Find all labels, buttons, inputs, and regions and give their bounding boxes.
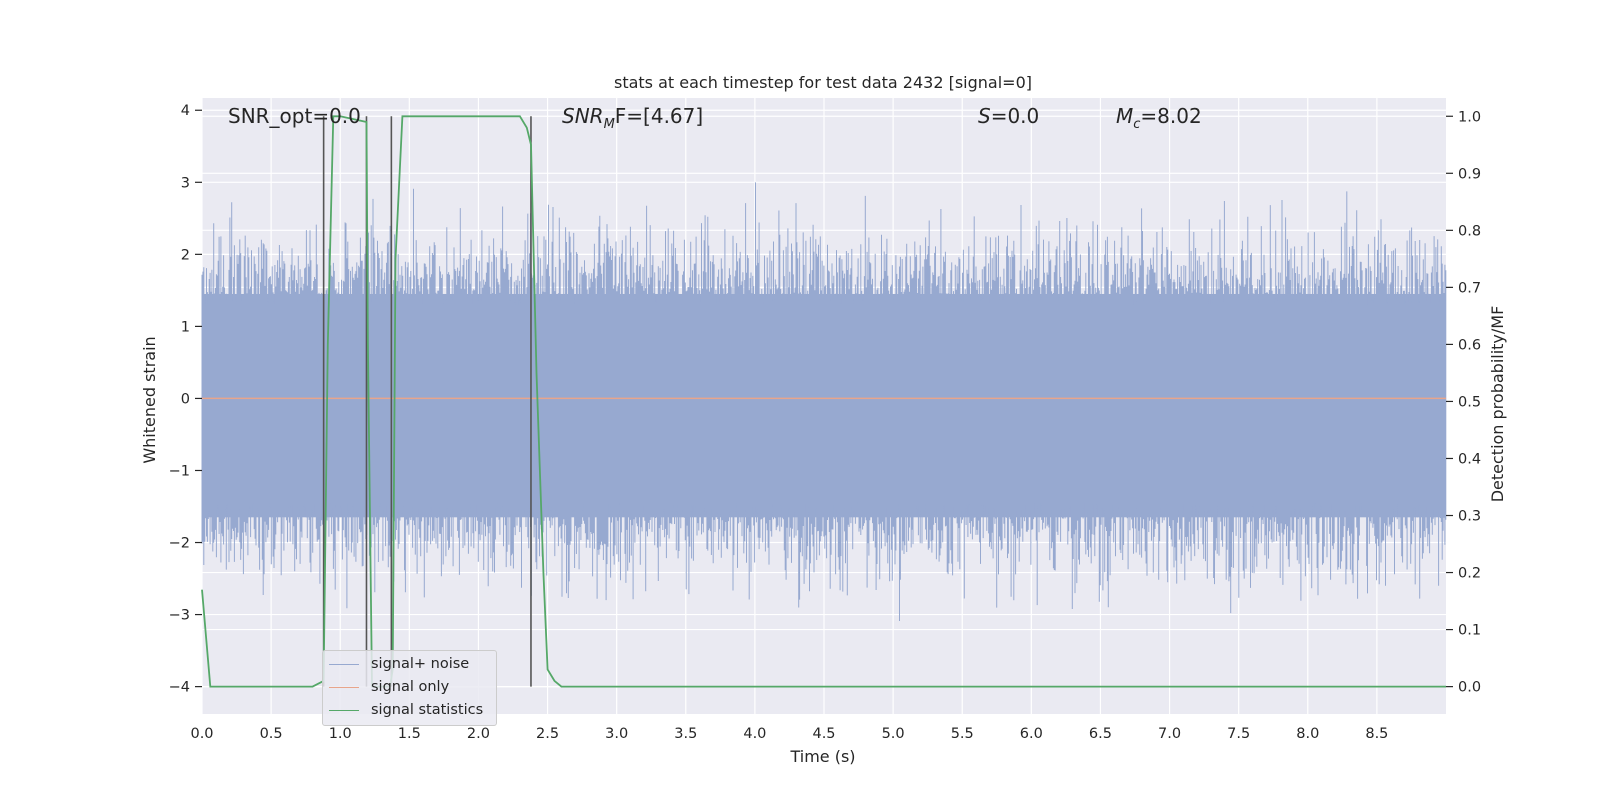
chart-legend: signal+ noise signal only signal statist… (322, 650, 497, 726)
y-left-tick-label: −1 (169, 463, 190, 479)
y-left-tick-label: 2 (181, 247, 190, 263)
x-tick-label: 2.5 (536, 726, 559, 742)
x-tick-label: 5.0 (882, 726, 905, 742)
x-tick-label: 0.5 (260, 726, 283, 742)
y-left-tick-label: −4 (169, 680, 190, 696)
y-right-tick-label: 0.7 (1458, 280, 1481, 296)
y-right-tick-label: 0.9 (1458, 166, 1481, 182)
x-tick-label: 3.0 (605, 726, 628, 742)
y-left-axis-label: Whitened strain (140, 336, 159, 463)
x-axis-label: Time (s) (789, 747, 855, 766)
x-tick-label: 6.5 (1089, 726, 1112, 742)
annotation-snr-opt: SNR_opt=0.0 (228, 104, 361, 128)
legend-swatch (329, 686, 359, 688)
y-right-tick-label: 0.1 (1458, 623, 1481, 639)
x-tick-label: 8.0 (1296, 726, 1319, 742)
y-right-tick-label: 0.2 (1458, 566, 1481, 582)
legend-swatch (329, 663, 359, 665)
x-tick-label: 0.0 (190, 726, 213, 742)
y-right-tick-label: 0.6 (1458, 337, 1481, 353)
y-left-tick-label: −3 (169, 608, 190, 624)
legend-label: signal only (371, 679, 450, 695)
y-right-axis-ticks: 1.0 0.9 0.8 0.7 0.6 0.5 0.4 0.3 0.2 0.1 0.0 (1446, 109, 1481, 696)
y-left-tick-label: 4 (181, 103, 190, 119)
annotation-mc: Mc=8.02 (1116, 104, 1202, 132)
y-left-tick-label: 1 (181, 319, 190, 335)
y-right-tick-label: 0.5 (1458, 394, 1481, 410)
x-axis-ticks: 0.0 0.5 1.0 1.5 2.0 2.5 3.0 3.5 4.0 4.5 5.0 5.5 6.0 6… (190, 726, 1388, 742)
legend-item-signal-noise: signal+ noise (329, 654, 469, 674)
y-right-tick-label: 1.0 (1458, 109, 1481, 125)
y-right-tick-label: 0.0 (1458, 680, 1481, 696)
y-left-axis-ticks: 4 3 2 1 0 −1 −2 −3 −4 (169, 103, 202, 696)
y-right-tick-label: 0.8 (1458, 223, 1481, 239)
annotation-snr-mf: SNRMF=[4.67] (562, 104, 704, 132)
y-right-tick-label: 0.4 (1458, 451, 1481, 467)
x-tick-label: 5.5 (951, 726, 974, 742)
x-tick-label: 7.5 (1227, 726, 1250, 742)
y-left-tick-label: 0 (181, 391, 190, 407)
legend-label: signal+ noise (371, 656, 470, 672)
y-left-tick-label: 3 (181, 175, 190, 191)
x-tick-label: 4.0 (743, 726, 766, 742)
x-tick-label: 7.0 (1158, 726, 1181, 742)
legend-item-signal-only: signal only (329, 677, 449, 697)
series-signal-noise (201, 182, 1447, 621)
x-tick-label: 3.5 (674, 726, 697, 742)
x-tick-label: 8.5 (1365, 726, 1388, 742)
x-tick-label: 1.0 (329, 726, 352, 742)
x-tick-label: 1.5 (398, 726, 421, 742)
chart-title: stats at each timestep for test data 243… (614, 73, 1032, 92)
legend-swatch (329, 709, 359, 711)
legend-item-signal-statistics: signal statistics (329, 700, 483, 720)
noise-trace (201, 182, 1447, 621)
x-tick-label: 2.0 (467, 726, 490, 742)
y-left-tick-label: −2 (169, 536, 190, 552)
y-right-axis-label: Detection probability/MF (1488, 306, 1507, 503)
x-tick-label: 6.0 (1020, 726, 1043, 742)
legend-label: signal statistics (371, 702, 484, 718)
x-tick-label: 4.5 (812, 726, 835, 742)
annotation-s: S=0.0 (978, 104, 1040, 128)
y-right-tick-label: 0.3 (1458, 509, 1481, 525)
